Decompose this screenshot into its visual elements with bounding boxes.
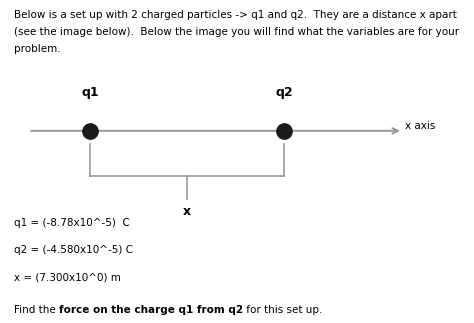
Text: x = (7.300x10^0) m: x = (7.300x10^0) m [14,273,121,283]
Text: q1 = (-8.78x10^-5)  C: q1 = (-8.78x10^-5) C [14,218,130,228]
Text: problem.: problem. [14,44,61,54]
Text: q1: q1 [81,86,99,99]
Text: Below is a set up with 2 charged particles -> q1 and q2.  They are a distance x : Below is a set up with 2 charged particl… [14,10,457,20]
Text: q2: q2 [275,86,293,99]
Text: force on the charge q1 from q2: force on the charge q1 from q2 [59,305,243,315]
Text: q2 = (-4.580x10^-5) C: q2 = (-4.580x10^-5) C [14,245,133,255]
Text: Find the: Find the [14,305,59,315]
Text: (see the image below).  Below the image you will find what the variables are for: (see the image below). Below the image y… [14,27,459,37]
Text: x: x [183,205,191,218]
Text: x axis: x axis [405,121,436,131]
Text: for this set up.: for this set up. [243,305,323,315]
